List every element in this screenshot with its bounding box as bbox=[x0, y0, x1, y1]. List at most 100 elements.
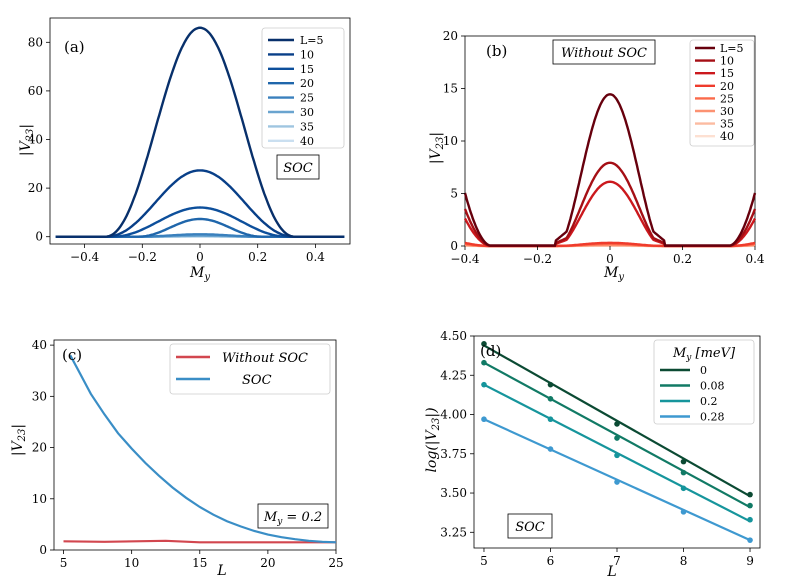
panel-c: 5 10 15 20 25 0 10 20 30 40 (c) My = 0.2 Without … bbox=[10, 338, 344, 578]
legend-entry: 0.08 bbox=[700, 380, 725, 393]
y-tick-label: 60 bbox=[28, 84, 43, 98]
y-tick-label: 20 bbox=[28, 181, 43, 195]
y-tick-label: 10 bbox=[443, 134, 458, 148]
series-line-withoutsoc bbox=[63, 539, 336, 544]
legend-entry: Without SOC bbox=[222, 351, 308, 366]
panel-d-legend: My [meV] 0 0.08 0.2 0.28 bbox=[653, 339, 755, 425]
y-tick-label: 40 bbox=[32, 338, 47, 352]
series-line-15 bbox=[55, 206, 345, 238]
panel-b-ylabel: |V23| bbox=[428, 132, 446, 164]
y-tick-label: 4.00 bbox=[440, 408, 467, 422]
legend-entry: SOC bbox=[242, 373, 272, 388]
panel-b-label: (b) bbox=[486, 42, 507, 60]
series-line-soc bbox=[69, 354, 337, 544]
x-tick-label: 0.2 bbox=[673, 252, 692, 266]
panel-c-curves bbox=[63, 354, 337, 544]
x-tick-label: 15 bbox=[192, 556, 207, 570]
data-point bbox=[614, 452, 620, 459]
panel-c-label: (c) bbox=[62, 346, 82, 364]
x-tick-label: 0 bbox=[606, 252, 614, 266]
panel-b-annotation-text: Without SOC bbox=[561, 46, 647, 61]
x-tick-label: 5 bbox=[60, 556, 68, 570]
legend-entry: 40 bbox=[300, 135, 314, 148]
series-line-L5 bbox=[55, 26, 345, 238]
data-point bbox=[747, 502, 753, 509]
data-point bbox=[614, 421, 620, 427]
x-tick-label: −0.2 bbox=[523, 252, 552, 266]
x-tick-label: −0.4 bbox=[70, 250, 100, 264]
panel-b-xlabel: My bbox=[603, 265, 624, 283]
x-tick-label: 8 bbox=[680, 554, 688, 568]
data-point bbox=[680, 485, 687, 492]
panel-c-xlabel: L bbox=[216, 563, 226, 578]
x-tick-label: 0 bbox=[196, 250, 204, 264]
legend-entry: 40 bbox=[720, 130, 734, 143]
x-tick-label: 20 bbox=[260, 556, 275, 570]
series-line-10 bbox=[463, 161, 757, 247]
x-tick-label: 5 bbox=[480, 554, 488, 568]
x-tick-label: 9 bbox=[746, 554, 754, 568]
y-tick-label: 80 bbox=[28, 35, 43, 49]
legend-entry: L=5 bbox=[720, 42, 744, 55]
panel-b-curves bbox=[463, 93, 757, 248]
legend-entry: 15 bbox=[300, 63, 314, 76]
legend-frame bbox=[261, 27, 345, 149]
legend-entry: 30 bbox=[300, 106, 314, 119]
panel-c-ylabel: |V23| bbox=[10, 424, 28, 456]
panel-a-label: (a) bbox=[64, 38, 85, 56]
panel-c-ticks: 5 10 15 20 25 0 10 20 30 40 bbox=[32, 338, 344, 570]
legend-entry: 15 bbox=[720, 67, 734, 80]
panel-d-ticks: 5 6 7 8 9 3.25 3.50 3.75 4.00 4.25 4.50 bbox=[440, 329, 754, 568]
y-tick-label: 3.50 bbox=[440, 486, 467, 500]
panel-c-legend: Without SOC SOC bbox=[169, 343, 331, 395]
y-tick-label: 0 bbox=[35, 230, 43, 244]
x-tick-label: −0.2 bbox=[128, 250, 157, 264]
panel-d-annotation-text: SOC bbox=[515, 520, 545, 535]
x-tick-label: 7 bbox=[613, 554, 621, 568]
panel-c-frame bbox=[53, 339, 337, 551]
panel-c-annotation-text: My = 0.2 bbox=[263, 510, 322, 527]
panel-d-legend-title: My [meV] bbox=[672, 346, 736, 363]
panel-d-ylabel: log(|V23|) bbox=[424, 407, 442, 472]
data-point bbox=[481, 359, 487, 366]
data-point bbox=[747, 516, 753, 523]
data-point bbox=[680, 509, 687, 515]
y-tick-label: 10 bbox=[32, 492, 47, 506]
data-point bbox=[614, 435, 620, 441]
legend-frame bbox=[689, 39, 755, 147]
fit-line-0p08 bbox=[483, 361, 751, 509]
series-line-10 bbox=[55, 169, 345, 238]
y-tick-label: 4.50 bbox=[440, 329, 467, 343]
panel-d-label: (d) bbox=[480, 342, 501, 360]
panel-d-xlabel: L bbox=[606, 564, 616, 578]
x-tick-label: −0.4 bbox=[450, 252, 480, 266]
data-point bbox=[481, 416, 487, 423]
x-tick-label: 0.2 bbox=[248, 250, 267, 264]
panel-a-curves bbox=[55, 26, 345, 238]
y-tick-label: 4.25 bbox=[440, 368, 467, 382]
legend-entry: 10 bbox=[300, 48, 314, 61]
legend-entry: 25 bbox=[720, 92, 734, 105]
panel-d: 5 6 7 8 9 3.25 3.50 3.75 4.00 4.25 4.50 (d) SOC My… bbox=[424, 329, 761, 578]
legend-entry: 25 bbox=[300, 92, 314, 105]
panel-a-xlabel: My bbox=[189, 265, 210, 283]
legend-entry: 35 bbox=[300, 120, 314, 133]
fit-line-0 bbox=[483, 344, 751, 498]
panel-a: −0.4 −0.2 0 0.2 0.4 0 20 40 60 80 (a) SOC L=510 15… bbox=[18, 17, 351, 283]
x-tick-label: 25 bbox=[328, 556, 343, 570]
y-tick-label: 3.25 bbox=[440, 525, 467, 539]
data-point bbox=[680, 458, 687, 465]
legend-entry: 0.28 bbox=[700, 411, 725, 424]
y-tick-label: 20 bbox=[443, 29, 458, 43]
legend-entry: 0.2 bbox=[700, 395, 718, 408]
panel-b-annotation: Without SOC bbox=[552, 39, 656, 65]
series-line-15 bbox=[463, 180, 757, 248]
data-point bbox=[614, 479, 620, 485]
legend-entry: L=5 bbox=[300, 34, 324, 47]
panel-d-annotation: SOC bbox=[507, 513, 553, 539]
legend-entry: 30 bbox=[720, 105, 734, 118]
